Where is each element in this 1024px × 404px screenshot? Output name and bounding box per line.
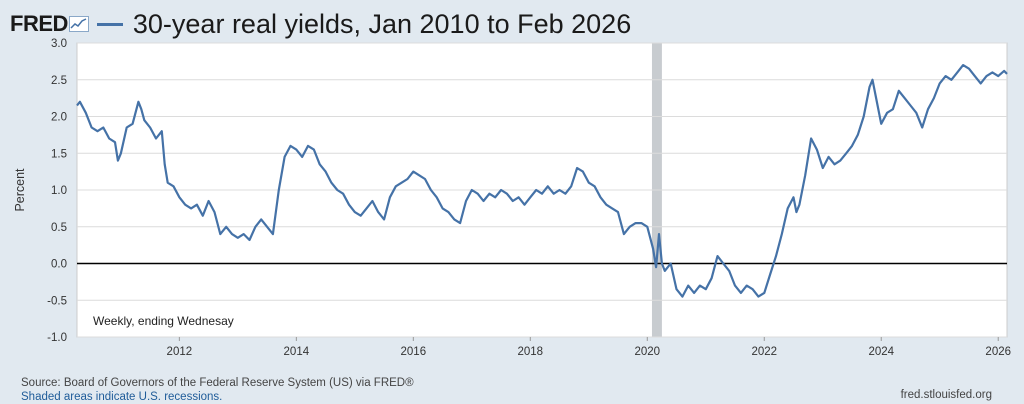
y-tick-label: 3.0 xyxy=(51,38,67,50)
y-tick-label: 2.5 xyxy=(51,75,67,87)
y-tick-label: 0.5 xyxy=(51,222,67,234)
x-tick-label: 2012 xyxy=(167,346,193,358)
y-tick-label: 1.0 xyxy=(51,185,67,197)
y-tick-label: 0.0 xyxy=(51,259,67,271)
y-axis-ticks: 3.0 2.5 2.0 1.5 1.0 0.5 0.0 -0.5 -1.0 xyxy=(47,38,67,344)
x-axis-ticks: 2012 2014 2016 2018 2020 2022 2024 2026 xyxy=(167,337,1011,358)
x-tick-label: 2014 xyxy=(284,346,310,358)
chart-footer: Source: Board of Governors of the Federa… xyxy=(21,376,414,404)
x-tick-label: 2018 xyxy=(518,346,544,358)
y-tick-label: -1.0 xyxy=(47,332,67,344)
x-tick-label: 2020 xyxy=(634,346,660,358)
fred-logo: FRED xyxy=(10,11,68,36)
chart-title: 30-year real yields, Jan 2010 to Feb 202… xyxy=(132,8,632,39)
x-tick-label: 2026 xyxy=(985,346,1011,358)
chart-header: FRED 30-year real yields, Jan 2010 to Fe… xyxy=(10,4,631,44)
y-axis-label: Percent xyxy=(13,168,27,212)
source-note: Source: Board of Governors of the Federa… xyxy=(21,377,414,389)
y-tick-label: 2.0 xyxy=(51,112,67,124)
x-tick-label: 2016 xyxy=(401,346,427,358)
x-tick-label: 2022 xyxy=(751,346,777,358)
frequency-annotation: Weekly, ending Wednesay xyxy=(93,314,234,328)
series-legend-swatch xyxy=(96,22,123,26)
x-tick-label: 2024 xyxy=(868,346,894,358)
fred-graph-icon xyxy=(68,16,89,32)
site-link[interactable]: fred.stlouisfed.org xyxy=(900,389,992,401)
y-tick-label: 1.5 xyxy=(51,148,67,160)
recession-note-link[interactable]: Shaded areas indicate U.S. recessions. xyxy=(21,391,223,403)
y-tick-label: -0.5 xyxy=(47,295,67,307)
series-line xyxy=(76,63,1008,298)
